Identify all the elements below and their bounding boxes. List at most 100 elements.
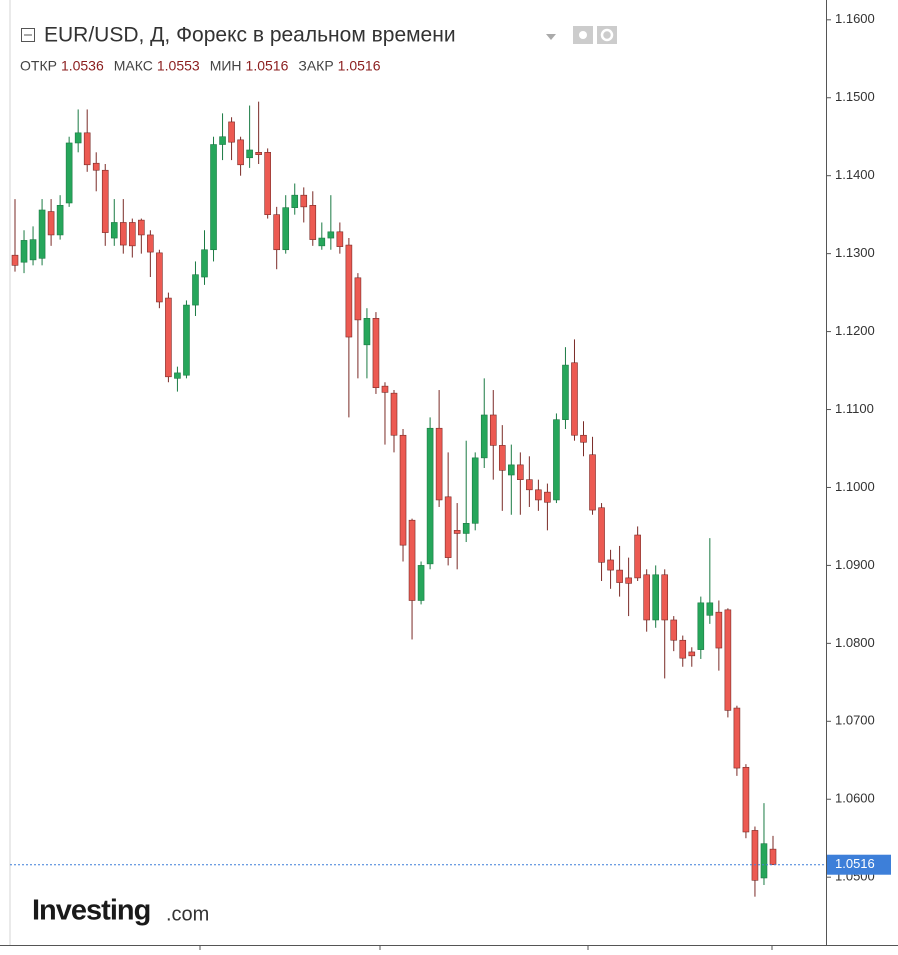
y-tick-label: 1.0600 <box>835 791 875 806</box>
candle-body <box>165 297 172 378</box>
candle-body <box>553 419 560 501</box>
y-tick-label: 1.1000 <box>835 479 875 494</box>
candle-body <box>47 211 55 236</box>
collapse-icon[interactable] <box>21 28 35 42</box>
candle-body <box>372 318 380 389</box>
candle-body <box>625 577 632 584</box>
candle-body <box>192 274 199 306</box>
candle-body <box>363 318 371 346</box>
candle-body <box>101 169 109 233</box>
candle-body <box>56 205 64 236</box>
candle-body <box>20 240 28 263</box>
last-price-box <box>827 854 891 875</box>
candle-body <box>489 414 497 446</box>
stat-label: МАКС <box>114 58 153 74</box>
candle-body <box>300 194 308 208</box>
candle-body <box>309 205 317 240</box>
y-tick-label: 1.0800 <box>835 635 875 650</box>
candle-body <box>724 609 732 711</box>
candle-body <box>255 152 262 155</box>
time-ticks <box>199 945 773 950</box>
y-tick-label: 1.0900 <box>835 557 875 572</box>
candle-body <box>390 392 398 436</box>
candle-body <box>399 434 407 546</box>
candle-body <box>264 152 271 215</box>
candle-body <box>29 239 37 261</box>
candle-body <box>679 639 687 659</box>
candle-body <box>643 574 650 621</box>
candle-body <box>688 651 696 657</box>
last-price-label: 1.0516 <box>835 856 875 871</box>
candle-body <box>607 559 614 571</box>
candle-body <box>156 252 163 303</box>
candle-body <box>571 362 578 436</box>
candle-body <box>670 619 678 641</box>
candle-body <box>246 149 253 159</box>
candle-body <box>237 139 244 166</box>
candle-body <box>634 534 641 579</box>
candle-body <box>11 254 19 266</box>
candle-body <box>38 209 46 259</box>
gear <box>600 28 614 42</box>
stat-value: 1.0516 <box>338 58 381 74</box>
chart-title: EUR/USD, Д, Форекс в реальном времени <box>44 24 456 47</box>
stat-value: 1.0516 <box>246 58 289 74</box>
y-tick-label: 1.1500 <box>835 89 875 104</box>
candle-body <box>147 234 154 253</box>
candle-body <box>273 214 280 251</box>
stat-value: 1.0536 <box>61 58 104 74</box>
candle-body <box>715 611 723 649</box>
y-tick-label: 1.0700 <box>835 713 875 728</box>
candle-body <box>65 142 73 204</box>
candle-body <box>508 464 515 476</box>
candle-body <box>110 222 118 239</box>
candle-body <box>535 489 542 501</box>
candle-body <box>291 194 299 208</box>
candle-body <box>562 364 569 420</box>
candle-body <box>517 464 524 480</box>
candle-body <box>327 231 335 239</box>
y-tick-label: 1.1300 <box>835 245 875 260</box>
candle-body <box>92 162 100 171</box>
candle-body <box>228 121 235 143</box>
candle-body <box>183 304 190 376</box>
candle-body <box>174 372 181 379</box>
stat-label: МИН <box>210 58 242 74</box>
candle-body <box>462 523 470 534</box>
candle-body <box>83 132 91 166</box>
candle-body <box>697 602 705 650</box>
logo-name: Investing <box>32 895 150 927</box>
settings-icon[interactable] <box>597 26 617 44</box>
candle-body <box>318 237 326 247</box>
candle-body <box>471 457 479 524</box>
candle-body <box>444 496 452 558</box>
y-tick-label: 1.1200 <box>835 323 875 338</box>
candle-body <box>74 132 82 144</box>
candle-body <box>354 277 362 321</box>
candle-body <box>526 479 533 491</box>
candle-body <box>345 244 353 338</box>
candle-body <box>769 848 777 866</box>
candle-body <box>652 574 659 621</box>
candle-body <box>336 231 344 247</box>
logo-suffix: .com <box>166 903 209 925</box>
candle-body <box>580 434 587 443</box>
candle-body <box>435 427 443 501</box>
candle-body <box>219 136 226 145</box>
candle-body <box>282 207 290 251</box>
candle-body <box>616 569 623 583</box>
candle-body <box>119 222 127 246</box>
stat-label: ОТКР <box>20 58 57 74</box>
candle-body <box>733 707 741 769</box>
dropdown-arrow[interactable] <box>546 34 556 40</box>
candle-body <box>751 830 759 881</box>
stat-label: ЗАКР <box>298 58 333 74</box>
candle-body <box>381 385 389 393</box>
candle-body <box>210 144 217 251</box>
ohlc-stats: ОТКР 1.0536 МАКС 1.0553 МИН 1.0516 ЗАКР 1.0516 <box>20 58 381 74</box>
candle-body <box>426 427 434 565</box>
candle-body <box>408 519 416 601</box>
y-tick-label: 1.1400 <box>835 167 875 182</box>
